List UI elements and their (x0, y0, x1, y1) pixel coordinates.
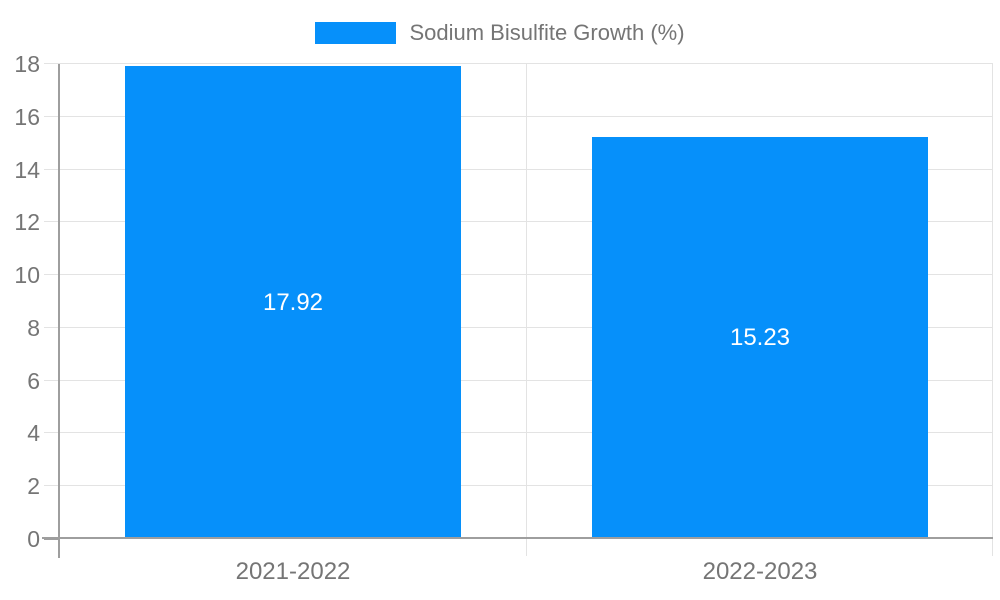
y-tick-mark (44, 63, 60, 64)
y-tick-mark (44, 432, 60, 433)
x-axis-label: 2021-2022 (235, 558, 351, 585)
legend-swatch (315, 22, 397, 44)
y-axis-tick-label: 18 (14, 51, 40, 77)
x-gridline (992, 64, 993, 556)
y-tick-mark (44, 274, 60, 275)
bar-value-label: 15.23 (729, 324, 791, 351)
legend-label: Sodium Bisulfite Growth (%) (409, 20, 685, 45)
y-tick-mark (44, 169, 60, 170)
y-axis-tick-label: 16 (14, 104, 40, 130)
x-axis-label: 2022-2023 (702, 558, 818, 585)
y-tick-mark (44, 327, 60, 328)
y-tick-mark (44, 380, 60, 381)
y-axis-tick-label: 10 (14, 262, 40, 288)
y-tick-mark (44, 538, 60, 540)
legend: Sodium Bisulfite Growth (%) (0, 20, 1000, 46)
y-axis-line (58, 64, 60, 558)
y-gridline (60, 63, 993, 64)
x-axis-baseline (42, 537, 993, 539)
x-gridline (526, 64, 527, 556)
bar-value-label: 17.92 (262, 289, 324, 316)
y-axis-tick-label: 6 (27, 368, 40, 394)
y-tick-mark (44, 485, 60, 486)
y-axis-tick-label: 14 (14, 157, 40, 183)
y-tick-mark (44, 221, 60, 222)
y-axis-tick-label: 4 (27, 420, 40, 446)
y-axis-tick-label: 8 (27, 315, 40, 341)
bar-2022-2023[interactable] (592, 137, 928, 539)
legend-item[interactable]: Sodium Bisulfite Growth (%) (315, 20, 685, 46)
y-tick-mark (44, 116, 60, 117)
y-axis-tick-label: 12 (14, 209, 40, 235)
bar-2021-2022[interactable] (125, 66, 461, 539)
y-axis-tick-label: 0 (27, 526, 40, 552)
y-axis-tick-label: 2 (27, 473, 40, 499)
